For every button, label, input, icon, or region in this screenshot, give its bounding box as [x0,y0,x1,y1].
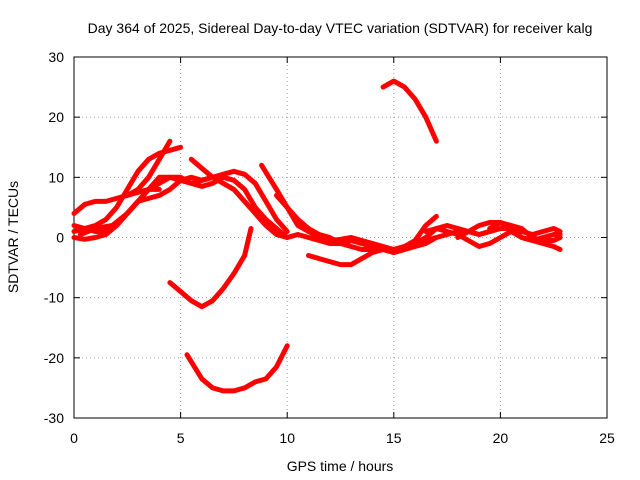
x-tick-label: 5 [177,430,185,446]
series-line-arc-2 [71,144,184,234]
series-line-arc-15 [423,226,563,252]
y-tick-label: 30 [48,49,64,65]
x-tick-label: 20 [493,430,509,446]
x-axis-label: GPS time / hours [287,458,394,474]
y-tick-label: -30 [44,410,64,426]
series-line-arc-8 [184,343,290,394]
y-tick-label: 0 [56,230,64,246]
y-tick-label: 10 [48,169,64,185]
chart-title: Day 364 of 2025, Sidereal Day-to-day VTE… [88,20,593,36]
data-series [71,78,563,394]
y-tick-label: 20 [48,109,64,125]
axis-ticks: 0 5 10 15 20 25 -30 -20 -10 0 10 20 30 [44,49,615,446]
y-axis-label: SDTVAR / TECUs [5,181,21,293]
series-line-arc-14 [380,78,439,144]
y-tick-label: -10 [44,290,64,306]
x-tick-label: 25 [599,430,615,446]
series-line-arc-11 [274,192,503,255]
x-tick-label: 0 [70,430,78,446]
y-tick-label: -20 [44,350,64,366]
x-tick-label: 15 [386,430,402,446]
series-line-arc-3 [71,174,216,242]
series-line-arc-16 [455,220,563,243]
series-line-arc-7 [167,226,254,310]
series-line-arc-6 [124,174,290,240]
series-line-arc-17 [487,220,563,243]
x-tick-label: 10 [279,430,295,446]
series-line-arc-12 [306,213,439,268]
